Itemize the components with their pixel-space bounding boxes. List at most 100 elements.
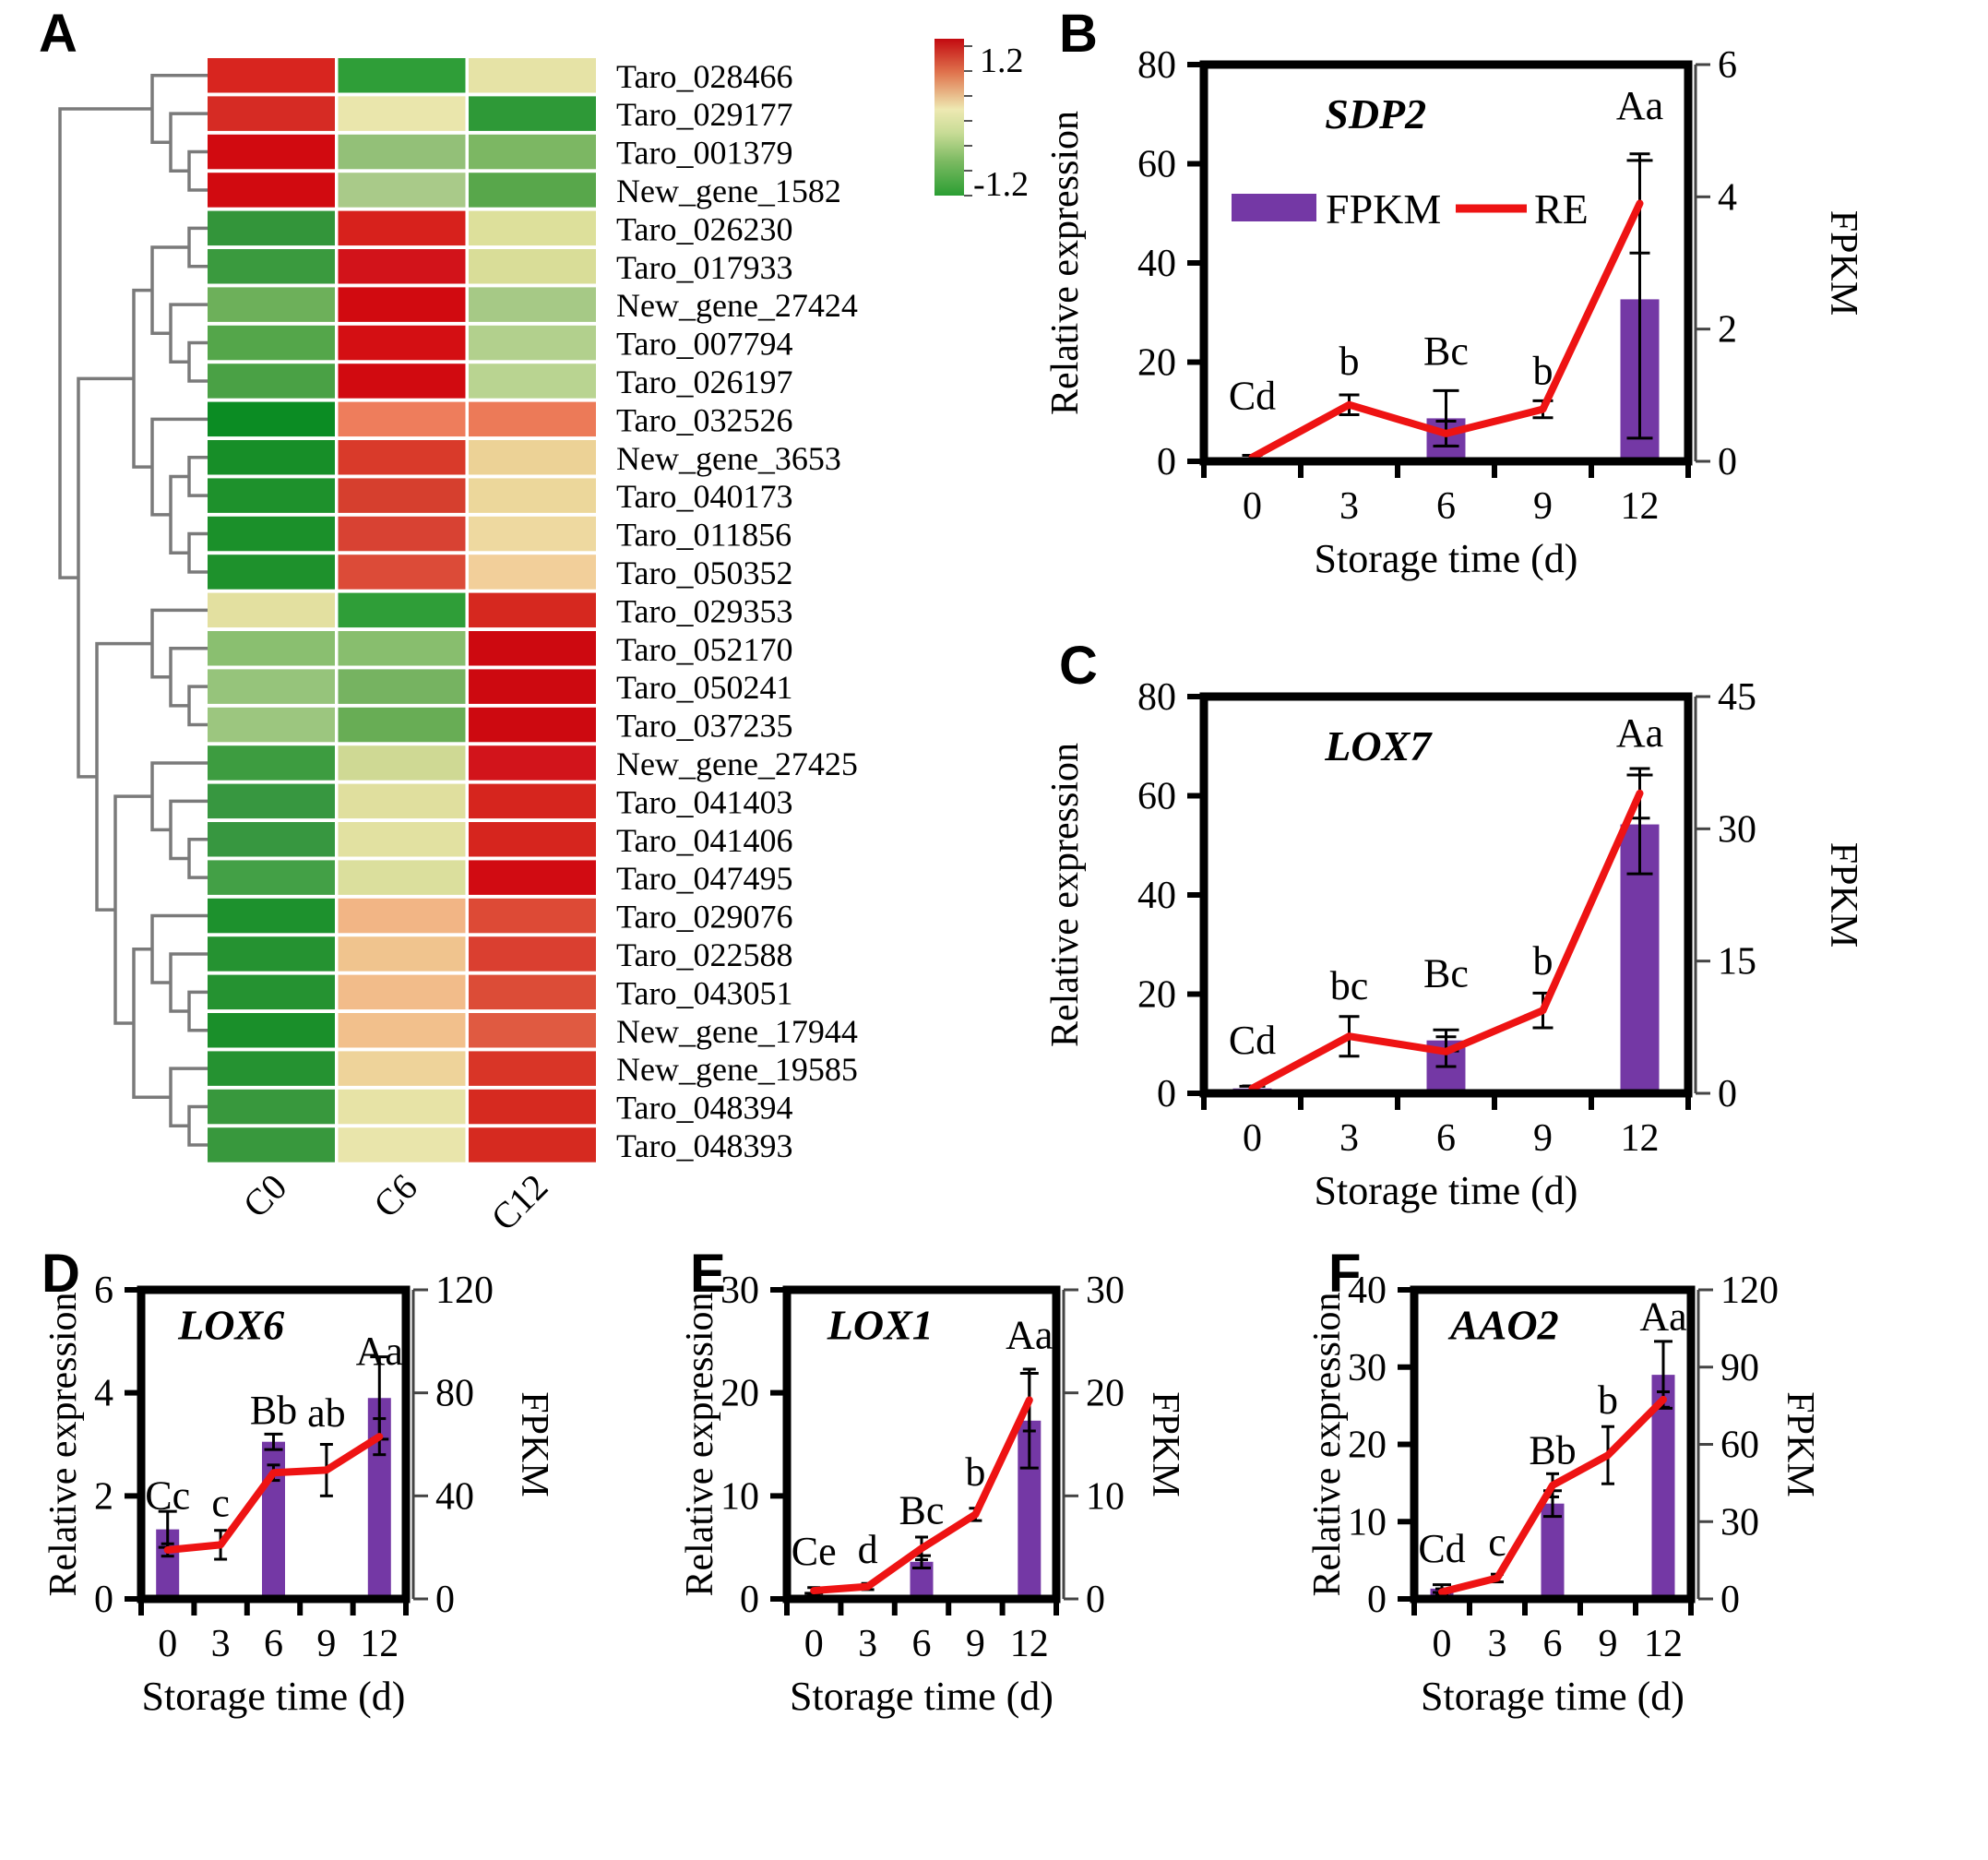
heatmap-cell [469,707,596,743]
left-tick-label: 40 [1137,243,1176,285]
x-axis-title: Storage time (d) [142,1674,406,1719]
panel-a-heatmap: Taro_028466Taro_029177Taro_001379New_gen… [58,39,1029,1239]
heatmap-cell [208,401,335,437]
right-tick-label: 30 [1086,1270,1125,1312]
right-axis-title: FPKM [1822,842,1864,948]
column-label: C12 [482,1166,555,1239]
panel-label-c: C [1059,636,1098,696]
dendrogram-branch [150,417,208,517]
heatmap-cell [469,96,596,131]
gene-label: Taro_029177 [616,96,792,133]
gene-label: Taro_052170 [616,631,792,668]
right-tick-label: 120 [435,1270,494,1312]
dendrogram-branch [58,107,152,579]
heatmap-cell [338,173,466,208]
left-tick-label: 20 [1137,342,1176,385]
sig-letter: c [211,1481,230,1526]
gene-title: SDP2 [1325,90,1426,137]
plot-frame [782,1285,1061,1604]
heatmap-cell [208,1127,335,1162]
dendrogram-branch [187,340,208,383]
x-tick-label: 6 [1436,485,1456,528]
left-tick-label: 40 [1137,875,1176,917]
gene-label: New_gene_17944 [616,1013,858,1050]
x-tick-label: 3 [1339,1117,1359,1160]
left-tick-label: 20 [1348,1425,1387,1467]
re-line [810,1396,1033,1595]
right-tick-label: 10 [1086,1475,1125,1518]
left-tick-label: 4 [94,1373,113,1415]
x-tick-label: 0 [804,1623,824,1665]
x-tick-label: 6 [1543,1623,1563,1665]
dendrogram-branch [150,913,208,984]
gene-title: AAO2 [1447,1302,1559,1349]
heatmap-cell [208,478,335,513]
dendrogram-branch [187,685,208,727]
right-tick-label: 30 [1720,1501,1759,1544]
right-tick-label: 0 [1718,441,1737,483]
heatmap-cell [208,592,335,628]
x-axis-title: Storage time (d) [790,1674,1054,1719]
sig-letter: Bc [899,1487,945,1532]
left-tick-label: 0 [1157,441,1176,483]
heatmap-cell [338,745,466,781]
x-tick-label: 9 [1599,1623,1618,1665]
line-errors [1242,767,1650,1092]
gene-title: LOX7 [1324,722,1433,769]
heatmap-cell [469,173,596,208]
heatmap-cell [208,364,335,399]
heatmap-cell [469,516,596,552]
dendrogram-branch [187,531,208,574]
heatmap-cell [208,96,335,131]
heatmap-cell [338,974,466,1010]
right-tick-label: 0 [1720,1579,1740,1621]
x-tick-label: 12 [1010,1623,1049,1665]
heatmap-cell [469,822,596,857]
heatmap-cell [208,822,335,857]
x-tick-label: 3 [1339,485,1359,528]
heatmap-cell [208,1013,335,1048]
left-axis-title: Relative expression [1044,743,1087,1047]
heatmap-cell [208,1089,335,1125]
heatmap-cell [469,440,596,475]
left-tick-label: 80 [1137,676,1176,719]
sig-letter: Bc [1423,328,1469,374]
heatmap-grid [208,58,596,1162]
right-axis: 0 10 20 30 FPKM [1062,1270,1186,1621]
panel-label-d: D [42,1244,80,1304]
left-tick-label: 0 [1157,1073,1176,1115]
left-tick-label: 60 [1137,776,1176,818]
column-label: C6 [365,1166,425,1226]
right-axis: 0 2 4 6 FPKM [1694,44,1864,483]
heatmap-cell [338,287,466,322]
gene-label: New_gene_19585 [616,1051,858,1088]
left-axis-title: Relative expression [42,1292,85,1596]
gene-label: Taro_001379 [616,135,792,172]
heatmap-cell [338,96,466,131]
bar-error [264,1432,283,1451]
left-tick-label: 6 [94,1270,113,1312]
heatmap-cell [208,974,335,1010]
sig-letter: Cd [1418,1526,1465,1571]
heatmap-cell [469,860,596,895]
right-tick-label: 4 [1718,176,1737,219]
dendrogram-branch [169,474,189,554]
heatmap-cell [338,669,466,704]
sig-letter: Cd [1229,374,1276,419]
heatmap-cell [338,822,466,857]
left-tick-label: 30 [720,1270,759,1312]
sig-letter: b [1598,1377,1618,1423]
heatmap-cell [469,592,596,628]
gene-label: Taro_048394 [616,1090,792,1127]
sig-letter: d [858,1527,878,1572]
x-tick-label: 12 [360,1623,399,1665]
x-tick-label: 9 [966,1623,985,1665]
